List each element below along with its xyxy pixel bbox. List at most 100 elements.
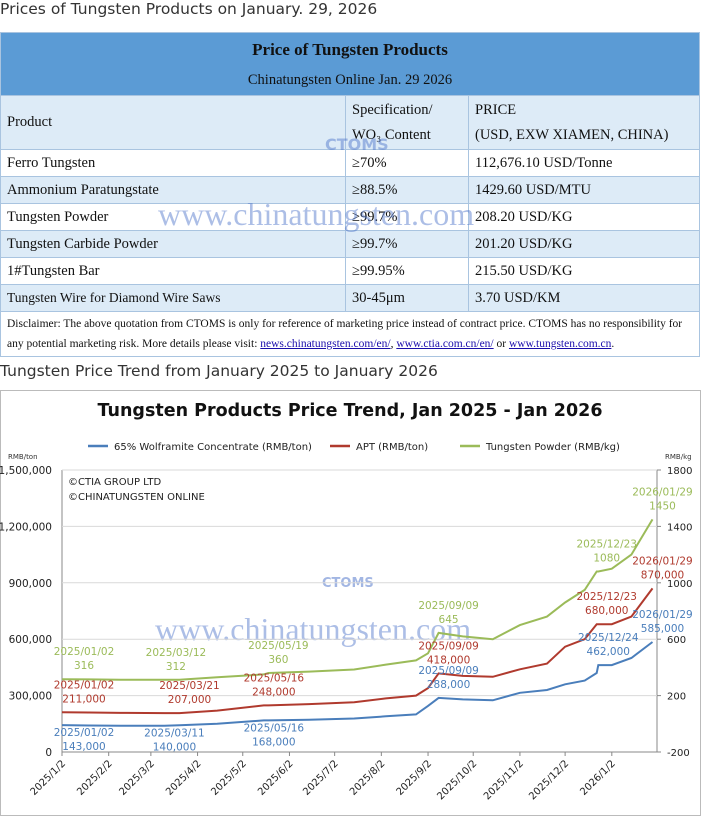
- y-tick-label: 1,200,000: [0, 521, 52, 533]
- annotation-date: 2025/03/11: [144, 728, 205, 740]
- price-table: Price of Tungsten Products Chinatungsten…: [0, 32, 700, 357]
- annotation-value: 211,000: [62, 693, 105, 705]
- table-cell: ≥88.5%: [345, 176, 469, 204]
- header-cell: Product: [0, 95, 346, 150]
- sep: ,: [390, 338, 394, 350]
- series-line: [61, 587, 654, 715]
- disclaimer-text: Disclaimer: The above quotation from CTO…: [7, 318, 683, 350]
- annotation-value: 316: [74, 660, 94, 672]
- annotation-value: 207,000: [168, 694, 211, 706]
- annotation-value: 168,000: [252, 736, 295, 748]
- chart-frame: [0, 390, 701, 816]
- table-cell: 215.50 USD/KG: [468, 257, 700, 285]
- table-cell: Tungsten Wire for Diamond Wire Saws: [0, 284, 346, 312]
- annotation-value: 1450: [649, 500, 676, 512]
- disclaimer: Disclaimer: The above quotation from CTO…: [0, 311, 700, 357]
- annotation-value: 312: [166, 661, 186, 673]
- annotation-date: 2025/09/09: [418, 600, 479, 612]
- sep: .: [611, 338, 615, 350]
- legend-label: 65% Wolframite Concentrate (RMB/ton): [114, 442, 312, 453]
- header-text: PRICE: [475, 101, 517, 118]
- annotation-value: 360: [268, 654, 288, 666]
- table-cell: ≥99.95%: [345, 257, 469, 285]
- annotation-date: 2025/12/23: [576, 539, 637, 551]
- annotation-date: 2025/03/12: [146, 647, 207, 659]
- watermark: www.chinatungsten.com: [155, 611, 471, 647]
- table-cell: 1429.60 USD/MTU: [468, 176, 700, 204]
- annotation-date: 2025/12/24: [578, 632, 639, 644]
- annotation-date: 2025/03/21: [159, 680, 220, 692]
- y-tick-label: 1,500,000: [0, 465, 52, 477]
- header-text: Specification/: [352, 101, 433, 118]
- table-cell: 208.20 USD/KG: [468, 203, 700, 231]
- watermark-logo: CTOMS: [325, 135, 389, 154]
- y-unit: RMB/ton: [8, 453, 38, 461]
- table-cell: Ferro Tungsten: [0, 149, 346, 177]
- table-head: Price of Tungsten Products Chinatungsten…: [0, 32, 700, 96]
- table-cell: 112,676.10 USD/Tonne: [468, 149, 700, 177]
- annotation-date: 2025/05/19: [248, 640, 309, 652]
- annotation-date: 2026/01/29: [632, 609, 693, 621]
- annotation-value: 870,000: [641, 569, 684, 581]
- table-cell: 3.70 USD/KM: [468, 284, 700, 312]
- series-line: [61, 641, 654, 727]
- y2-unit: RMB/kg: [665, 453, 692, 461]
- y2-tick-label: 600: [667, 635, 686, 646]
- y2-tick-label: 1800: [667, 466, 692, 477]
- table-subtitle: Chinatungsten Online Jan. 29 2026: [247, 71, 453, 88]
- y-tick-label: 900,000: [9, 578, 52, 590]
- header-text: WO₃ Content: [352, 126, 431, 143]
- table-cell: 1#Tungsten Bar: [0, 257, 346, 285]
- annotation-value: 680,000: [585, 605, 628, 617]
- watermark: www.chinatungsten.com: [158, 196, 475, 232]
- y2-tick-label: 1400: [667, 522, 692, 533]
- annotation-value: 418,000: [427, 654, 470, 666]
- annotation-date: 2025/09/09: [418, 665, 479, 677]
- link[interactable]: www.ctia.com.cn/en/: [396, 338, 494, 350]
- legend-label: APT (RMB/ton): [356, 442, 428, 453]
- annotation-date: 2025/05/16: [244, 722, 305, 734]
- annotation-value: 462,000: [587, 646, 630, 658]
- annotation-value: 1080: [593, 553, 620, 565]
- header-cell: PRICE (USD, EXW XIAMEN, CHINA): [468, 95, 700, 150]
- table-row: Ferro Tungsten ≥70% 112,676.10 USD/Tonne: [0, 149, 700, 177]
- table-cell: 30-45μm: [345, 284, 469, 312]
- legend-label: Tungsten Powder (RMB/kg): [485, 442, 620, 453]
- annotation-date: 2025/01/02: [54, 679, 115, 691]
- header-text: (USD, EXW XIAMEN, CHINA): [475, 126, 669, 143]
- annotation-value: 140,000: [153, 742, 196, 754]
- table-row: Ammonium Paratungstate ≥88.5% 1429.60 USD/…: [0, 176, 700, 204]
- annotation-value: 585,000: [641, 623, 684, 635]
- series-line: [61, 518, 654, 681]
- credit: ©CHINATUNGSTEN ONLINE: [68, 492, 205, 503]
- table-cell: Tungsten Carbide Powder: [0, 230, 346, 258]
- y2-tick-label: -200: [667, 748, 690, 759]
- table-cell: ≥99.7%: [345, 203, 469, 231]
- credit: ©CTIA GROUP LTD: [68, 477, 161, 488]
- table-cell: ≥99.7%: [345, 230, 469, 258]
- annotation-date: 2025/09/09: [418, 640, 479, 652]
- header-cell: Specification/WO₃ Content: [345, 95, 469, 150]
- link[interactable]: news.chinatungsten.com/en/: [260, 338, 391, 350]
- section-title: Tungsten Price Trend from January 2025 t…: [0, 362, 438, 380]
- annotation-value: 143,000: [62, 741, 105, 753]
- chart-title: Tungsten Products Price Trend, Jan 2025 …: [97, 401, 602, 421]
- page-title: Prices of Tungsten Products on January. …: [0, 0, 378, 18]
- y-tick-label: 600,000: [9, 634, 52, 646]
- y-tick-label: 300,000: [9, 691, 52, 703]
- annotation-date: 2026/01/29: [632, 486, 693, 498]
- table-row: Tungsten Powder ≥99.7% 208.20 USD/KG: [0, 203, 700, 231]
- y-tick-label: 0: [45, 747, 52, 759]
- table-row: 1#Tungsten Bar ≥99.95% 215.50 USD/KG: [0, 257, 700, 285]
- table-row: Tungsten Carbide Powder ≥99.7% 201.20 USD/…: [0, 230, 700, 258]
- chart: Tungsten Products Price Trend, Jan 2025 …: [0, 390, 701, 816]
- link[interactable]: www.tungsten.com.cn: [508, 338, 612, 350]
- annotation-date: 2025/12/23: [576, 591, 637, 603]
- y2-tick-label: 200: [667, 692, 686, 703]
- table-title: Price of Tungsten Products: [252, 39, 448, 59]
- sep: or: [496, 338, 507, 350]
- annotation-date: 2025/05/16: [244, 672, 305, 684]
- annotation-value: 645: [439, 614, 459, 626]
- y2-tick-label: 1000: [667, 579, 692, 590]
- table-row: Tungsten Wire for Diamond Wire Saws 30-45…: [0, 284, 700, 312]
